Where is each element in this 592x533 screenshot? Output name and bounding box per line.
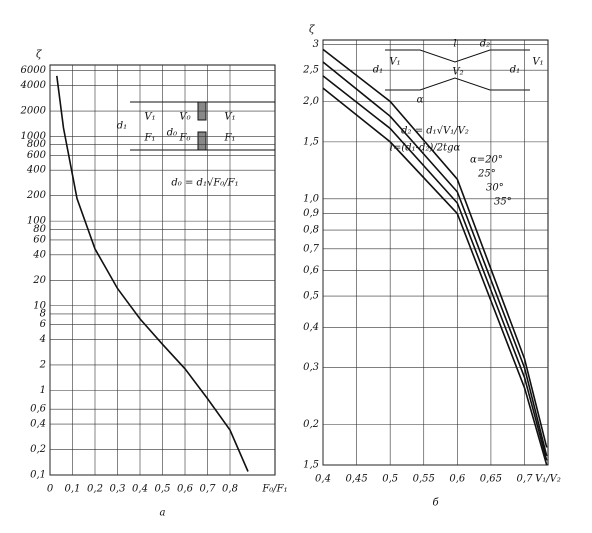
y-tick-label: 2 — [39, 359, 46, 370]
y-tick-label: 1,0 — [303, 193, 320, 204]
y-tick-label: 1,5 — [303, 136, 319, 147]
curve — [322, 48, 548, 448]
x-tick-label: 0,1 — [65, 484, 81, 495]
annotation: d₀ = d₁√F₀/F₁ — [171, 178, 238, 189]
annotation: d₂ = d₁√V₁/V₂ — [401, 126, 469, 137]
y-tick-label: 40 — [32, 249, 46, 260]
annotation: α — [417, 95, 424, 106]
diffuser-wall — [385, 77, 530, 91]
legend-label: 30° — [486, 183, 504, 194]
y-tick-label: 800 — [27, 139, 47, 150]
curve — [322, 61, 548, 457]
annotation: F₁ — [224, 133, 236, 144]
y-tick-label: 20 — [32, 275, 46, 286]
annotation: d₁ — [117, 121, 127, 132]
diffuser-wall — [385, 49, 530, 63]
x-tick-label: 0,5 — [382, 474, 398, 485]
y-tick-label: 1,5 — [303, 460, 319, 471]
caption: a — [160, 508, 166, 519]
inset-b — [372, 40, 544, 120]
y-tick-label: 0,9 — [303, 208, 320, 219]
x-tick-label: 0,55 — [413, 474, 435, 485]
x-tick-label: 0 — [47, 484, 54, 495]
y-tick-label: 100 — [27, 216, 47, 227]
y-tick-label: 10 — [33, 300, 46, 311]
x-tick-label: 0,4 — [315, 474, 331, 485]
y-tick-label: 1000 — [21, 131, 47, 142]
caption: б — [432, 498, 439, 509]
x-tick-label: 0,3 — [110, 484, 126, 495]
y-tick-label: 0,1 — [30, 470, 46, 481]
annotation: d₂ — [480, 39, 490, 50]
y-axis-label: ζ — [309, 25, 315, 36]
y-axis-label: ζ — [36, 50, 42, 61]
y-tick-label: 0,4 — [30, 419, 46, 430]
x-tick-label: 0,4 — [132, 484, 148, 495]
annotation: V₂ — [452, 67, 463, 78]
x-axis-label: V₁/V₂ — [535, 474, 561, 485]
y-tick-label: 80 — [33, 224, 46, 235]
x-tick-label: 0,7 — [517, 474, 534, 485]
legend-label: 25° — [477, 169, 496, 180]
annotation: V₁ — [224, 112, 235, 123]
legend-label: 35° — [494, 197, 512, 208]
annotation: F₁ — [144, 133, 156, 144]
y-tick-label: 0,6 — [303, 265, 320, 276]
y-tick-label: 6 — [40, 319, 47, 330]
y-tick-label: 60 — [33, 234, 46, 245]
x-tick-label: 0,7 — [200, 484, 217, 495]
y-tick-label: 1 — [40, 385, 46, 396]
y-tick-label: 2,5 — [302, 65, 319, 76]
annotation: V₁ — [144, 112, 155, 123]
x-tick-label: 0,2 — [87, 484, 103, 495]
annotation: V₁ — [389, 57, 400, 68]
y-tick-label: 0,5 — [303, 291, 319, 302]
y-tick-label: 0,2 — [30, 444, 46, 455]
x-tick-label: 0,65 — [480, 474, 502, 485]
y-tick-label: 0,8 — [303, 225, 319, 236]
x-tick-label: 0,45 — [345, 474, 367, 485]
curve — [322, 75, 548, 461]
inset-bg — [372, 40, 544, 120]
legend-label: α=20° — [470, 155, 503, 166]
y-tick-label: 2,0 — [302, 96, 320, 107]
x-tick-label: 0,5 — [155, 484, 171, 495]
y-tick-label: 4 — [39, 334, 46, 345]
x-tick-label: 0,8 — [222, 484, 238, 495]
annotation: l — [453, 39, 456, 50]
y-tick-label: 200 — [26, 190, 47, 201]
y-tick-label: 0,4 — [303, 322, 319, 333]
y-tick-label: 2000 — [20, 106, 47, 117]
y-tick-label: 3 — [313, 39, 319, 50]
curve — [56, 75, 249, 472]
y-tick-label: 400 — [26, 165, 47, 176]
inset-a — [120, 75, 275, 153]
annotation: l=(d₁-d₂)/2tgα — [390, 143, 461, 154]
x-axis-label: F₀/F₁ — [261, 484, 287, 495]
y-tick-label: 0,6 — [30, 404, 47, 415]
annotation: V₀ — [179, 112, 190, 123]
y-tick-label: 0,2 — [303, 419, 319, 430]
x-tick-label: 0,6 — [177, 484, 194, 495]
y-tick-label: 0,3 — [303, 362, 319, 373]
curve — [322, 87, 548, 466]
y-tick-label: 600 — [27, 150, 47, 161]
annotation: d₁ — [510, 65, 520, 76]
orifice-plate — [197, 131, 207, 151]
annotation: d₁ — [373, 65, 383, 76]
y-tick-label: 6000 — [21, 65, 47, 76]
y-tick-label: 0,7 — [303, 243, 320, 254]
y-tick-label: 4000 — [20, 80, 47, 91]
annotation: d₀ — [167, 128, 177, 139]
x-tick-label: 0,6 — [449, 474, 466, 485]
annotation: V₁ — [532, 57, 543, 68]
annotation: F₀ — [179, 133, 191, 144]
y-tick-label: 8 — [40, 308, 46, 319]
